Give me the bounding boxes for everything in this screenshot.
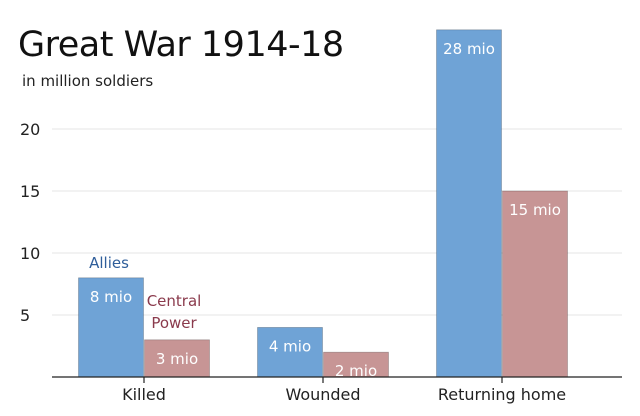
y-tick-label: 15 xyxy=(20,182,40,201)
bar-central-power xyxy=(502,190,568,378)
data-label: 2 mio xyxy=(335,362,377,380)
bars xyxy=(78,29,568,378)
axes: 5 10 15 20 Killed Wounded Returning home xyxy=(20,120,622,404)
legend-label-allies: Allies xyxy=(89,254,129,272)
legend-label-central-power: Power xyxy=(151,314,197,332)
bar-central-power xyxy=(323,351,389,378)
y-tick-label: 10 xyxy=(20,244,40,263)
data-label: 8 mio xyxy=(90,288,132,306)
legend: Allies Central Power xyxy=(89,254,201,332)
data-label: 28 mio xyxy=(443,40,495,58)
data-label: 15 mio xyxy=(509,201,561,219)
data-label: 3 mio xyxy=(156,350,198,368)
bar-allies xyxy=(78,277,144,378)
chart-subtitle: in million soldiers xyxy=(22,72,153,90)
bar-central-power xyxy=(144,339,210,378)
bar-labels: 8 mio 4 mio 28 mio 3 mio 2 mio 15 mio xyxy=(90,40,561,380)
chart-title: Great War 1914-18 xyxy=(18,25,344,65)
y-tick-label: 20 xyxy=(20,120,40,139)
x-tick-label: Killed xyxy=(122,385,166,404)
x-tick-label: Returning home xyxy=(438,385,566,404)
y-tick-label: 5 xyxy=(20,306,30,325)
data-label: 4 mio xyxy=(269,337,311,355)
legend-label-central-power: Central xyxy=(147,292,202,310)
x-tick-label: Wounded xyxy=(285,385,360,404)
bar-allies xyxy=(436,29,502,378)
